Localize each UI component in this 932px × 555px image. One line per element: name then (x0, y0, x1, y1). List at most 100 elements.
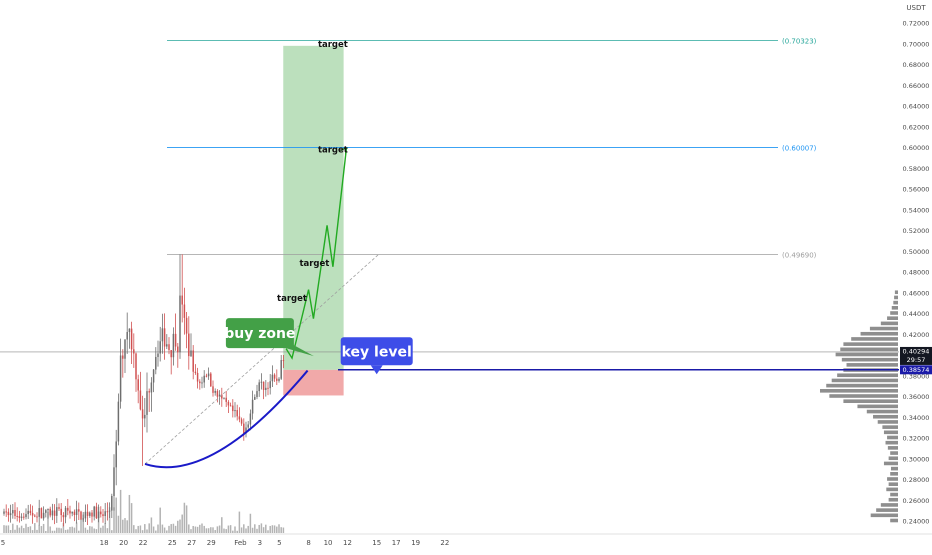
price-tick-label: 0.70000 (903, 40, 930, 48)
volume-bar (69, 526, 71, 533)
candle (146, 372, 148, 433)
volume-bar (157, 524, 159, 533)
volume-bar (64, 529, 67, 533)
volume-bar (221, 517, 223, 533)
candle (174, 313, 177, 351)
candle (203, 370, 205, 388)
candle-body (82, 518, 84, 520)
candle (106, 502, 109, 521)
candle (86, 504, 89, 526)
volume-bar (47, 511, 49, 533)
candle (38, 499, 40, 526)
candle (64, 505, 67, 524)
key-level-callout[interactable] (340, 337, 413, 366)
price-tick-label: 0.58000 (903, 165, 930, 173)
candle-body (64, 507, 67, 518)
candle (113, 454, 115, 511)
volume-bar (5, 525, 7, 533)
volume-profile-bar (873, 414, 898, 419)
candle (262, 381, 265, 400)
fib-level-label: (0.60007) (782, 144, 817, 152)
volume-profile-bar (840, 347, 898, 352)
volume-bar (210, 527, 212, 533)
volume-bar (62, 523, 65, 533)
volume-bar (71, 526, 73, 533)
volume-bar (247, 525, 249, 533)
candle (258, 379, 260, 397)
drawings[interactable] (144, 146, 379, 469)
volume-bar (104, 523, 106, 533)
volume-bar (122, 519, 124, 533)
volume-profile-bar (883, 461, 898, 466)
volume-bar (278, 524, 280, 533)
candle-body (100, 511, 102, 515)
volume-bar (271, 525, 274, 533)
key-level-tag[interactable] (900, 365, 932, 375)
volume-bar (192, 525, 194, 533)
candle-body (262, 381, 265, 390)
annotations[interactable]: target target target target buy zone key leve… (224, 40, 413, 375)
candle (36, 512, 38, 523)
volume-bar (82, 514, 84, 533)
time-tick-label: 17 (392, 539, 401, 547)
candle-body (3, 511, 5, 514)
candle-body (221, 394, 223, 399)
target-annotation[interactable]: target (318, 40, 348, 50)
target-annotation[interactable]: target (277, 294, 307, 304)
candle-body (135, 353, 137, 380)
dashed-trendline[interactable] (144, 254, 379, 465)
candle (14, 502, 16, 520)
candle-body (163, 328, 166, 347)
candle-body (229, 405, 232, 407)
candles (3, 254, 285, 527)
volume-bar (196, 526, 199, 533)
volume-bar (183, 502, 186, 533)
volume-bar (73, 527, 76, 533)
candle (62, 512, 65, 527)
price-tick-label: 0.30000 (903, 455, 930, 463)
candle-body (166, 344, 168, 347)
candle-body (108, 510, 111, 512)
target-annotation[interactable]: target (299, 259, 329, 269)
volume-bar (214, 530, 216, 533)
volume-bar (84, 527, 87, 533)
volume-bar (258, 524, 260, 533)
candle-body (203, 375, 205, 383)
candle-body (227, 401, 230, 406)
candle-body (183, 304, 186, 318)
candle-body (269, 381, 271, 389)
time-axis[interactable]: 5 18 20 22 25 27 29 Feb 3 5 8 10 12 15 17 19 22 (0, 533, 932, 550)
volume-profile-bar (820, 389, 898, 393)
volume-bar (238, 511, 241, 533)
target-annotation[interactable]: target (318, 146, 348, 156)
candle (179, 254, 181, 359)
volume-bar (130, 503, 133, 533)
candle (73, 509, 76, 522)
buy-zone-callout-pointer (285, 344, 314, 357)
candle-body (210, 373, 212, 387)
candle-body (260, 381, 263, 383)
projection-path[interactable] (285, 147, 348, 360)
volume-bar (280, 527, 282, 533)
price-axis[interactable]: USDT 0.72000 0.70000 0.68000 0.66000 0.64000… (899, 0, 932, 534)
horizontal-levels[interactable]: (0.70323) (0.60007) (0.49690) (0, 37, 900, 371)
candle-body (223, 397, 225, 399)
candle-body (207, 373, 210, 377)
stop-zone[interactable] (283, 369, 344, 396)
volume-profile-bar (870, 513, 898, 518)
candle-body (141, 409, 144, 419)
buy-zone-callout[interactable] (225, 318, 294, 349)
candle (97, 504, 100, 523)
candle-body (280, 360, 282, 379)
current-price-tag[interactable] (900, 346, 932, 365)
candle-body (126, 332, 128, 340)
volume-bar (29, 526, 32, 533)
candle (155, 347, 157, 375)
volume-bar (51, 530, 54, 533)
candle (23, 512, 25, 520)
rounded-bottom-curve[interactable] (144, 369, 309, 469)
candle (223, 397, 225, 400)
